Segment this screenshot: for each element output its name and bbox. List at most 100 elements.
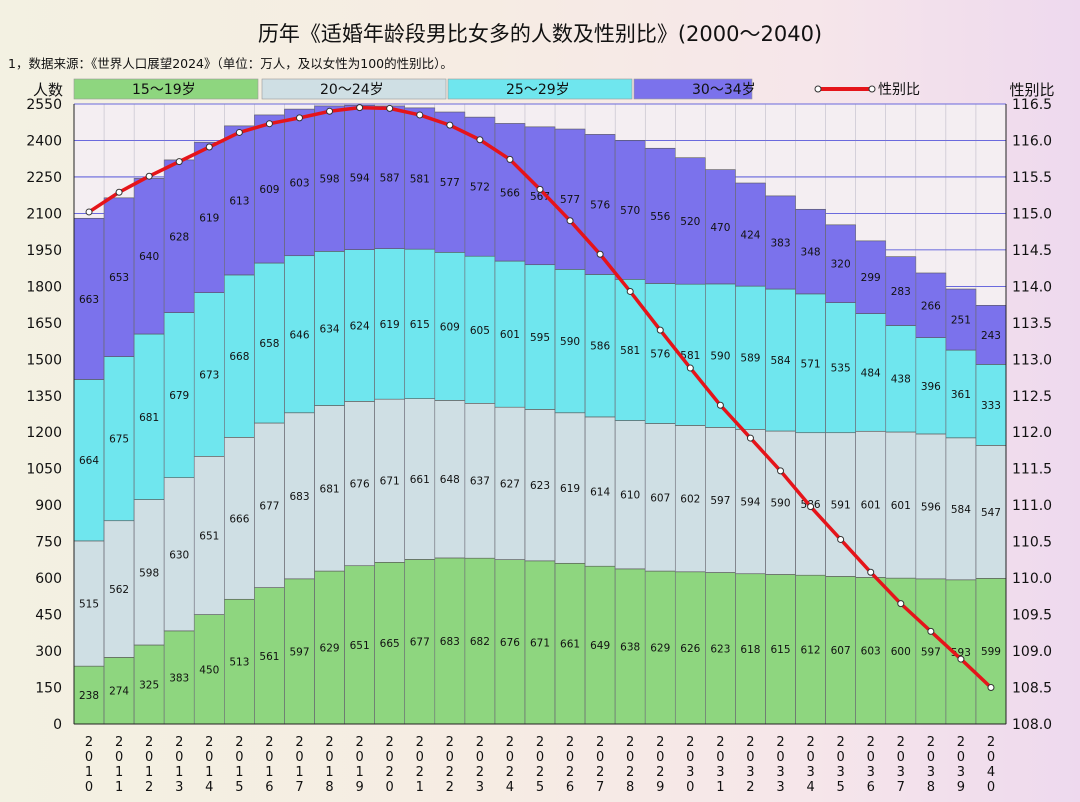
bar-segment <box>825 224 856 303</box>
y-tick-label-right: 114.5 <box>1012 243 1052 259</box>
data-label: 605 <box>470 325 490 337</box>
bar-segment <box>314 251 345 406</box>
legend-swatch <box>447 78 633 100</box>
sex-ratio-point <box>265 120 273 128</box>
data-label: 587 <box>380 172 400 184</box>
data-label: 238 <box>79 690 99 702</box>
data-label: 681 <box>139 412 159 424</box>
data-label: 619 <box>560 483 580 495</box>
data-label: 361 <box>951 389 971 401</box>
y-tick-label-right: 111.5 <box>1012 462 1052 478</box>
bar-segment <box>644 147 676 284</box>
bar-segment <box>915 272 947 338</box>
y-tick-label-left: 1500 <box>26 352 62 368</box>
y-tick-label-right: 114.0 <box>1012 279 1052 295</box>
y-tick-label-left: 1950 <box>26 243 62 259</box>
data-label: 679 <box>169 390 189 402</box>
sex-ratio-point <box>566 217 574 225</box>
data-label: 630 <box>169 549 189 561</box>
bar-segment <box>163 159 195 313</box>
data-label: 615 <box>410 319 430 331</box>
bar-segment <box>885 256 917 326</box>
bar-segment <box>584 274 616 418</box>
bar-segment <box>915 433 947 580</box>
bar-segment <box>464 255 496 404</box>
bar-segment <box>855 240 887 314</box>
legend-label: 15～19岁 <box>132 82 196 98</box>
data-label: 383 <box>770 237 790 249</box>
data-label: 590 <box>560 336 580 348</box>
data-label: 648 <box>440 474 460 486</box>
bar-segment <box>224 125 255 276</box>
bar-segment <box>975 305 1007 365</box>
y-tick-label-right: 113.5 <box>1012 316 1052 332</box>
data-label: 470 <box>710 222 730 234</box>
bar-segment <box>163 630 195 725</box>
sex-ratio-point <box>356 104 364 112</box>
data-label: 562 <box>109 584 129 596</box>
data-label: 661 <box>410 474 430 486</box>
data-label: 594 <box>350 172 370 184</box>
y-tick-label-right: 108.0 <box>1012 717 1052 733</box>
data-label: 266 <box>921 300 941 312</box>
bar-segment <box>163 312 195 479</box>
bar-segment <box>374 562 406 725</box>
data-label: 607 <box>831 645 851 657</box>
data-label: 590 <box>710 351 730 363</box>
data-label: 600 <box>891 646 911 658</box>
data-label: 601 <box>891 500 911 512</box>
data-label: 596 <box>921 501 941 513</box>
data-label: 274 <box>109 686 129 698</box>
data-label: 320 <box>831 259 851 271</box>
data-label: 325 <box>139 679 159 691</box>
bar-segment <box>795 293 826 434</box>
data-label: 629 <box>320 643 340 655</box>
bar-segment <box>584 565 616 725</box>
data-label: 570 <box>620 205 640 217</box>
bar-segment <box>434 400 466 559</box>
sex-ratio-point <box>416 111 424 119</box>
sex-ratio-point <box>506 155 514 163</box>
data-label: 283 <box>891 286 911 298</box>
data-label: 601 <box>500 329 520 341</box>
y-tick-label-left: 2250 <box>26 170 62 186</box>
bar-segment <box>945 437 977 581</box>
y-tick-label-right: 112.0 <box>1012 425 1052 441</box>
data-label: 561 <box>259 651 279 663</box>
y-tick-label-left: 450 <box>35 608 62 624</box>
sex-ratio-point <box>777 467 785 475</box>
data-label: 598 <box>320 174 340 186</box>
bar-segment <box>855 313 887 432</box>
sex-ratio-point <box>957 655 965 663</box>
bar-segment <box>314 405 345 572</box>
bar-segment <box>735 429 766 575</box>
data-label: 603 <box>861 646 881 658</box>
y-tick-label-left: 2550 <box>26 97 62 113</box>
sex-ratio-point <box>476 136 484 144</box>
y-tick-label-left: 1800 <box>26 279 62 295</box>
data-label: 535 <box>831 363 851 375</box>
bar-segment <box>374 398 406 563</box>
bar-segment <box>765 574 796 725</box>
bar-segment <box>915 337 947 435</box>
data-label: 589 <box>740 353 760 365</box>
bar-segment <box>554 562 586 725</box>
bar-segment <box>314 105 345 252</box>
bar-segment <box>163 477 195 632</box>
sex-ratio-point <box>807 503 815 511</box>
